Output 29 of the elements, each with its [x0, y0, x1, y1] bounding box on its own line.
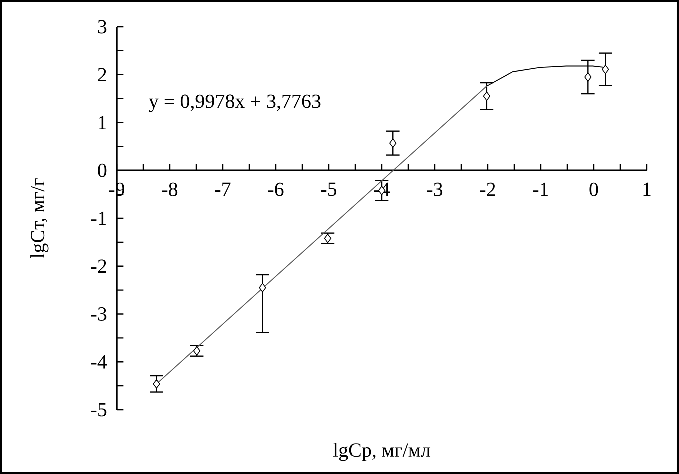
- y-tick-label: 0: [98, 164, 107, 178]
- x-axis-title: lgCр, мг/мл: [333, 443, 431, 462]
- y-tick-label: 1: [99, 116, 106, 130]
- y-tick-label: 3: [98, 20, 107, 34]
- point: [193, 346, 201, 356]
- y-tick-label: -4: [91, 356, 108, 369]
- point: [324, 234, 332, 244]
- x-tick-label: -8: [162, 182, 178, 196]
- y-tick-label: 2: [98, 68, 106, 82]
- point: [602, 64, 610, 74]
- x-tick-label: -2: [480, 182, 496, 196]
- point: [584, 72, 592, 82]
- x-tick-label: -7: [215, 182, 231, 196]
- point: [153, 379, 160, 389]
- y-tick-label: -2: [91, 260, 106, 273]
- x-tick-label: -5: [321, 182, 337, 196]
- x-tick-label: -6: [268, 182, 284, 196]
- point: [483, 92, 491, 102]
- y-axis-title: lgCт, мг/г: [30, 178, 49, 258]
- point: [259, 283, 266, 293]
- x-tick-label: -1: [533, 182, 548, 196]
- x-tick-label: -3: [427, 182, 443, 196]
- y-tick-label: -3: [91, 308, 107, 321]
- point: [390, 138, 397, 148]
- y-tick-label: -1: [91, 212, 106, 226]
- y-tick-label: -5: [91, 403, 107, 417]
- x-tick-label: 0: [590, 182, 598, 196]
- x-tick-label: 1: [644, 182, 651, 196]
- annotation: y = 0,9978x + 3,7763: [149, 94, 321, 112]
